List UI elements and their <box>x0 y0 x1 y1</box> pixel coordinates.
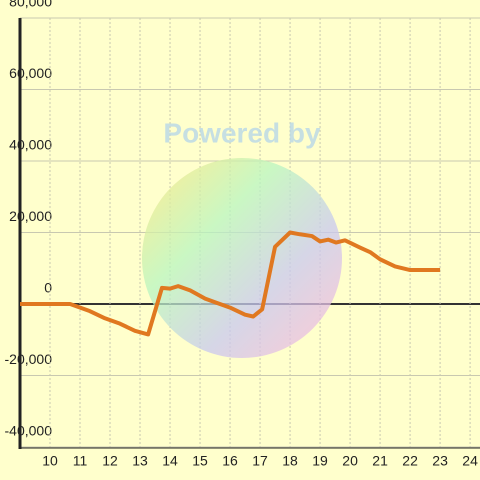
y-tick-label: 20,000 <box>9 208 52 224</box>
x-tick-label: 18 <box>282 453 298 469</box>
y-tick-label: 80,000 <box>9 0 52 10</box>
x-tick-label: 20 <box>342 453 358 469</box>
x-tick-label: 19 <box>312 453 328 469</box>
x-tick-label: 13 <box>132 453 148 469</box>
y-tick-label: -20,000 <box>5 351 53 367</box>
x-tick-label: 10 <box>42 453 58 469</box>
x-tick-label: 24 <box>462 453 478 469</box>
series-line <box>20 230 441 337</box>
y-tick-label: 60,000 <box>9 65 52 81</box>
x-tick-label: 11 <box>73 453 88 469</box>
x-tick-label: 15 <box>192 453 208 469</box>
y-tick-label: 0 <box>44 280 52 296</box>
y-tick-label: -40,000 <box>5 423 53 439</box>
plot-area: -40,000 -20,000 0 20,000 40,000 60,000 80,000 1… <box>5 0 480 469</box>
x-tick-label: 21 <box>372 453 388 469</box>
x-tick-label: 16 <box>222 453 238 469</box>
x-tick-label: 17 <box>252 453 268 469</box>
y-tick-label: 40,000 <box>9 137 52 153</box>
x-tick-label: 12 <box>102 453 118 469</box>
x-tick-label: 14 <box>162 453 178 469</box>
series-layer <box>20 230 441 337</box>
x-tick-label: 23 <box>432 453 448 469</box>
watermark: Powered by <box>163 117 321 148</box>
x-tick-label: 22 <box>402 453 418 469</box>
watermark-logo <box>142 158 342 358</box>
